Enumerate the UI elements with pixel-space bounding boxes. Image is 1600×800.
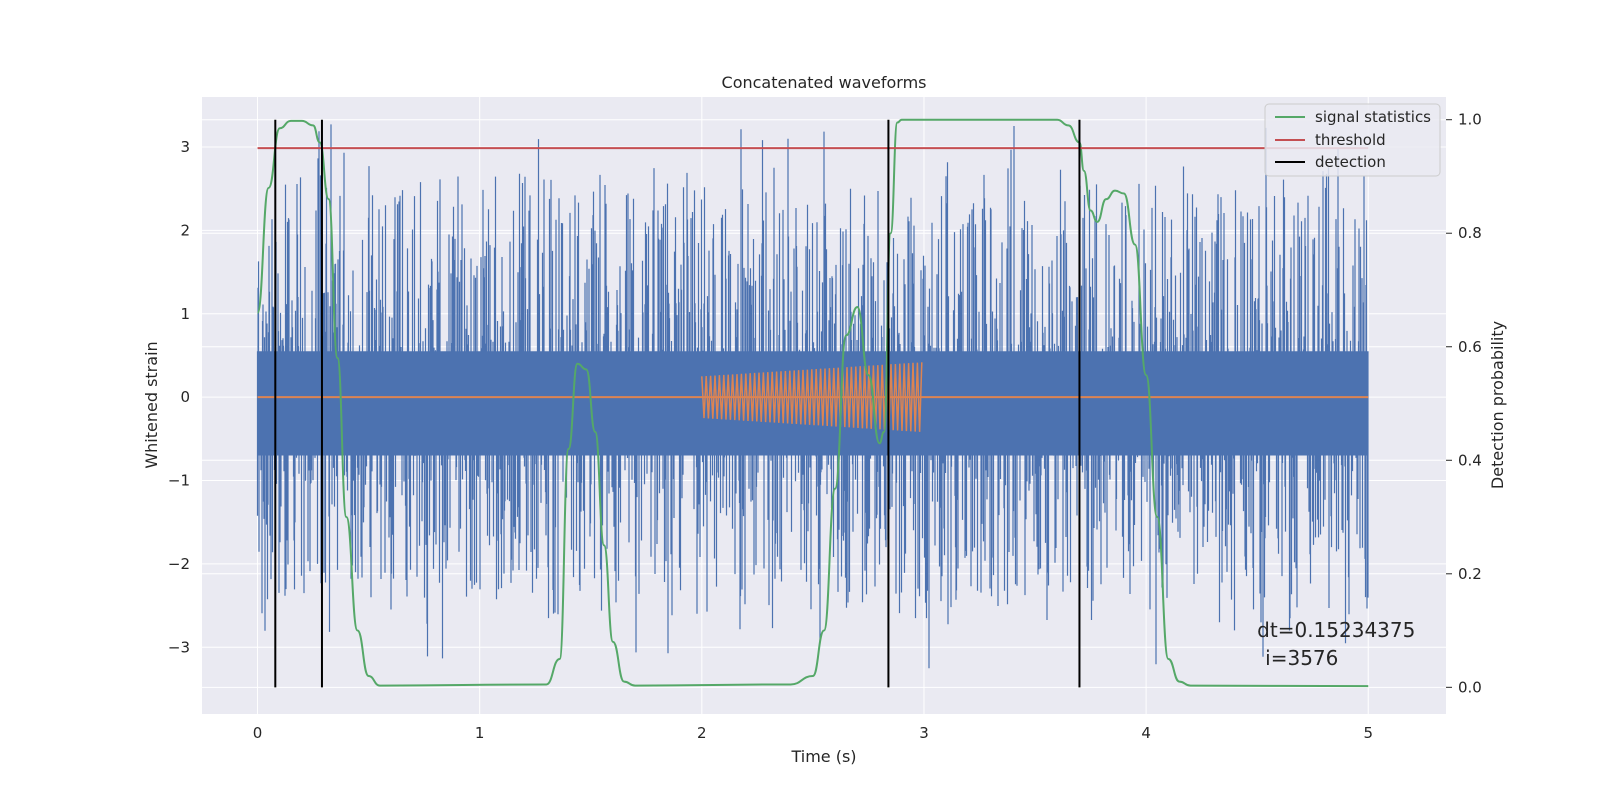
y2-tick-label: 0.6 (1458, 338, 1482, 356)
annotation-i: i=3576 (1265, 646, 1338, 670)
y2-ticks: 0.0 0.2 0.4 0.6 0.8 1.0 (1446, 111, 1482, 696)
y2-tick-label: 0.0 (1458, 678, 1482, 696)
y-tick-label: −2 (168, 555, 190, 573)
y-axis-label: Whitened strain (142, 341, 161, 468)
legend-label-signal-statistics: signal statistics (1315, 108, 1431, 126)
x-axis-label: Time (s) (790, 747, 856, 766)
legend-frame (1264, 103, 1441, 177)
x-tick-label: 3 (919, 724, 929, 742)
legend: signal statistics threshold detection (1264, 103, 1441, 177)
x-tick-label: 2 (697, 724, 707, 742)
y2-axis-label: Detection probability (1488, 321, 1507, 489)
y-tick-label: 0 (180, 388, 190, 406)
y2-tick-label: 0.8 (1458, 224, 1482, 242)
x-tick-label: 5 (1363, 724, 1373, 742)
chart-title: Concatenated waveforms (722, 73, 927, 92)
y2-tick-label: 1.0 (1458, 111, 1482, 129)
y-tick-label: −1 (168, 472, 190, 490)
y-tick-label: 1 (180, 305, 190, 323)
y2-tick-label: 0.2 (1458, 565, 1482, 583)
y-tick-label: 2 (180, 221, 190, 239)
y-tick-label: −3 (168, 638, 190, 656)
detection-lines (274, 119, 1081, 688)
annotation-dt: dt=0.15234375 (1257, 618, 1415, 642)
legend-label-detection: detection (1315, 153, 1386, 171)
x-tick-label: 1 (475, 724, 485, 742)
signal-statistics-series (256, 118, 1369, 688)
x-ticks: 0 1 2 3 4 5 (253, 724, 1373, 742)
x-tick-label: 0 (253, 724, 263, 742)
y-tick-label: 3 (180, 138, 190, 156)
y2-tick-label: 0.4 (1458, 451, 1482, 469)
x-tick-label: 4 (1141, 724, 1151, 742)
signal-statistics-curve (256, 118, 1369, 688)
y-ticks: −3 −2 −1 0 1 2 3 (168, 138, 190, 656)
legend-label-threshold: threshold (1315, 131, 1386, 149)
